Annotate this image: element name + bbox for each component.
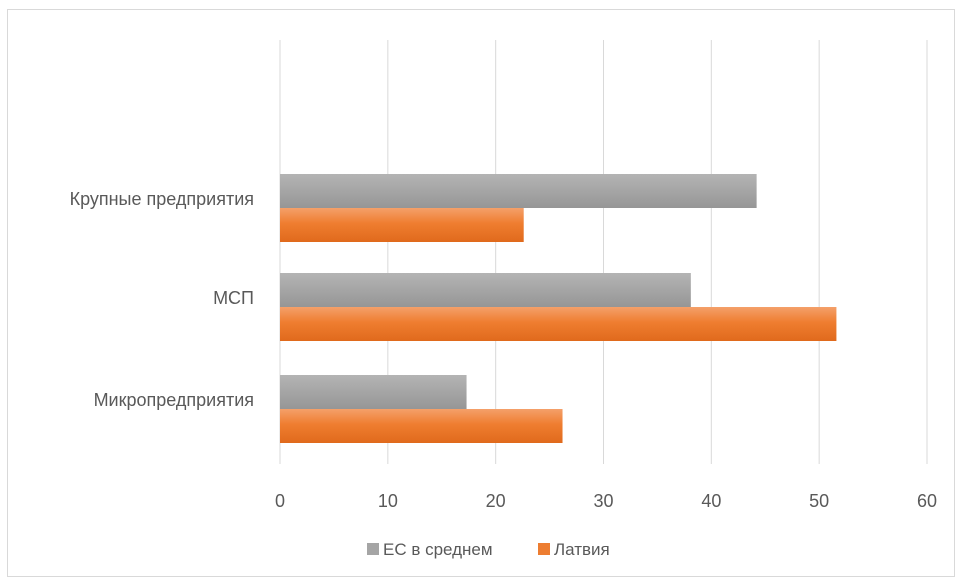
bar-eu-average-0 bbox=[280, 174, 757, 208]
legend-swatch bbox=[538, 543, 550, 555]
x-tick-label: 60 bbox=[917, 491, 937, 511]
bar-latvia-1 bbox=[280, 307, 837, 341]
x-axis: 0 10 20 30 40 50 60 bbox=[275, 491, 937, 511]
bar-latvia-0 bbox=[280, 208, 524, 242]
legend: ЕС в среднем Латвия bbox=[367, 540, 610, 559]
category-label: МСП bbox=[213, 288, 254, 308]
x-tick-label: 50 bbox=[809, 491, 829, 511]
x-tick-label: 0 bbox=[275, 491, 285, 511]
legend-swatch bbox=[367, 543, 379, 555]
x-tick-label: 20 bbox=[486, 491, 506, 511]
legend-label: ЕС в среднем bbox=[383, 540, 493, 559]
bar-eu-average-1 bbox=[280, 273, 691, 307]
x-tick-label: 30 bbox=[593, 491, 613, 511]
bar-eu-average-2 bbox=[280, 375, 467, 409]
bar-latvia-2 bbox=[280, 409, 563, 443]
category-label: Микропредприятия bbox=[94, 390, 254, 410]
x-tick-label: 10 bbox=[378, 491, 398, 511]
x-tick-label: 40 bbox=[701, 491, 721, 511]
category-label: Крупные предприятия bbox=[70, 189, 254, 209]
y-axis: Крупные предприятия МСП Микропредприятия bbox=[70, 189, 254, 410]
legend-label: Латвия bbox=[554, 540, 610, 559]
bars bbox=[280, 174, 837, 443]
